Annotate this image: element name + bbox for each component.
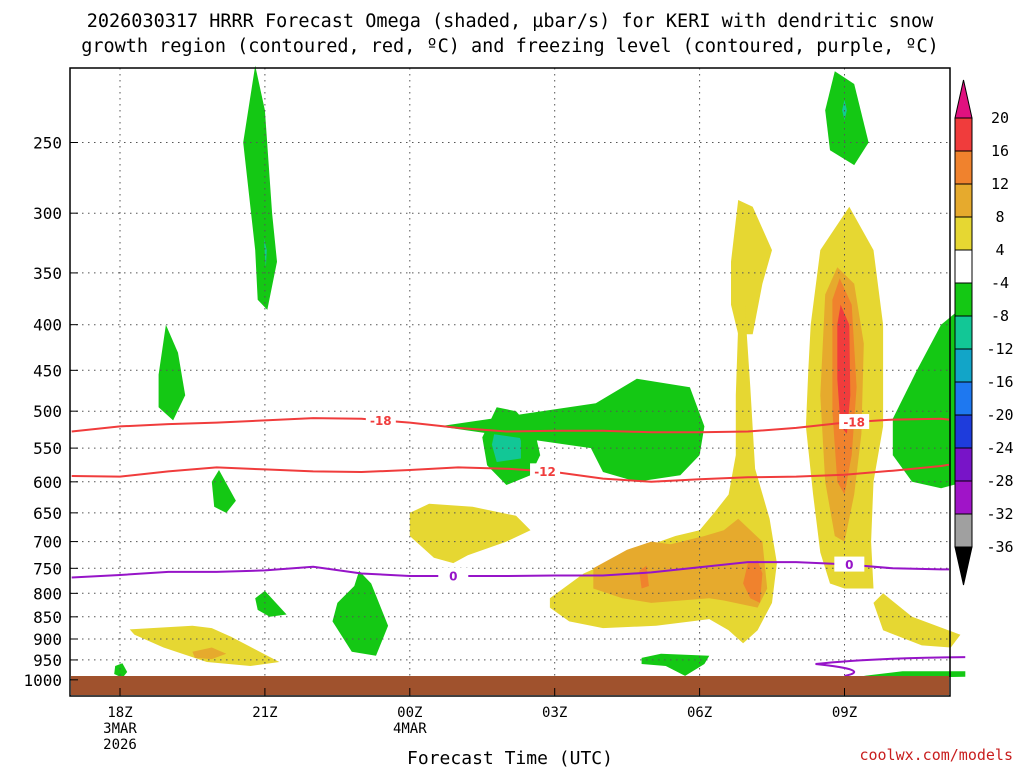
freezing-level-surface-contour — [815, 656, 966, 677]
colorbar-segment — [954, 414, 973, 449]
colorbar-segment — [954, 480, 973, 515]
colorbar-segment — [954, 513, 973, 548]
y-tick-label: 550 — [33, 439, 62, 458]
colorbar-segment — [954, 381, 973, 416]
plot-area — [70, 68, 950, 696]
x-axis-label: Forecast Time (UTC) — [407, 748, 613, 768]
omega-green-09z — [825, 71, 869, 166]
omega-orange-0650z — [743, 560, 763, 603]
colorbar-label: -20 — [986, 406, 1013, 424]
omega-lorange-04z — [593, 518, 768, 608]
colorbar-label: -36 — [986, 538, 1013, 556]
y-tick-label: 400 — [33, 316, 62, 335]
colorbar: 20 16 12 8 4 -4 -8 -12 -16 -20 -24 -28 -32 -36 — [954, 79, 1014, 586]
colorbar-label: -24 — [986, 439, 1013, 457]
credit-text: coolwx.com/models — [859, 746, 1013, 764]
colorbar-segment — [954, 183, 973, 218]
colorbar-label: -16 — [986, 373, 1013, 391]
y-tick-label: 600 — [33, 473, 62, 492]
colorbar-segment — [954, 150, 973, 185]
omega-yellow-10z-low — [873, 593, 961, 648]
contour-label-bg — [839, 414, 870, 430]
omega-yellow-19z-low — [129, 625, 280, 666]
x-tick-label: 03Z — [542, 705, 567, 721]
colorbar-label: -4 — [991, 274, 1009, 292]
y-tick-label: 250 — [33, 134, 62, 153]
x-tick-label: 2026 — [103, 737, 137, 753]
y-tick-label: 350 — [33, 264, 62, 283]
colorbar-segment — [954, 249, 973, 284]
colorbar-top-arrow — [954, 79, 973, 119]
omega-green-18z-sfc — [114, 663, 128, 678]
colorbar-segment — [954, 447, 973, 482]
chart-title-line1: 2026030317 HRRR Forecast Omega (shaded, … — [87, 11, 934, 32]
omega-yellow-0630z-upper — [731, 200, 772, 335]
y-tick-label: 500 — [33, 402, 62, 421]
x-tick-label: 00Z — [397, 705, 422, 721]
omega-red-09z — [837, 304, 851, 434]
colorbar-label: 12 — [991, 175, 1009, 193]
freezing-level-label: 0 — [845, 558, 853, 572]
x-tick-label: 3MAR — [103, 721, 137, 737]
x-tick-label: 4MAR — [393, 721, 427, 737]
contour-layer: -18 -18 -12 0 0 — [71, 412, 966, 677]
dgz-upper-label: -18 — [370, 414, 392, 428]
x-tick-label: 09Z — [832, 705, 857, 721]
y-tick-label: 300 — [33, 204, 62, 223]
omega-yellow-0630z-spike — [740, 304, 751, 449]
omega-lorange-1930z — [192, 647, 227, 660]
colorbar-label: -8 — [991, 307, 1009, 325]
colorbar-segment — [954, 282, 973, 317]
contour-label-bg — [834, 556, 865, 572]
contour-label-bg — [530, 463, 561, 479]
colorbar-label: 4 — [995, 241, 1004, 259]
omega-green-2130z — [255, 590, 287, 617]
plot-frame — [69, 67, 951, 697]
chart-title-line2: growth region (contoured, red, ºC) and f… — [81, 36, 939, 57]
dgz-upper-contour — [71, 417, 950, 434]
colorbar-label: 20 — [991, 109, 1009, 127]
dgz-upper-label: -18 — [843, 416, 865, 430]
colorbar-segment — [954, 216, 973, 251]
omega-green-2250z — [332, 570, 389, 656]
omega-green-19z — [158, 324, 186, 421]
contour-label-bg — [438, 567, 469, 583]
y-tick-label: 950 — [33, 651, 62, 670]
terrain-ground — [71, 676, 949, 695]
freezing-level-label: 0 — [449, 569, 457, 583]
colorbar-label: -12 — [986, 340, 1013, 358]
x-tick-label: 21Z — [252, 705, 277, 721]
omega-green-20z — [211, 470, 236, 513]
colorbar-label: 8 — [995, 208, 1004, 226]
omega-orange-0430z — [639, 565, 649, 589]
dgz-lower-label: -12 — [534, 465, 556, 479]
contour-label-bg — [365, 412, 396, 428]
colorbar-segment — [954, 348, 973, 383]
y-tick-label: 800 — [33, 584, 62, 603]
omega-teal-21z — [263, 238, 267, 268]
y-axis-ticks: 250 300 350 400 450 500 550 600 650 700 750 800 850 9… — [23, 134, 78, 690]
x-tick-label: 18Z — [107, 705, 132, 721]
y-tick-label: 750 — [33, 559, 62, 578]
colorbar-label: -28 — [986, 472, 1013, 490]
omega-green-1045z — [892, 304, 966, 489]
omega-green-21z — [243, 65, 277, 310]
omega-yellow-2330z — [409, 503, 531, 564]
x-tick-label: 06Z — [687, 705, 712, 721]
y-tick-label: 700 — [33, 533, 62, 552]
y-tick-label: 850 — [33, 608, 62, 627]
colorbar-segment — [954, 315, 973, 350]
y-tick-label: 900 — [33, 630, 62, 649]
colorbar-label: -32 — [986, 505, 1013, 523]
y-tick-label: 1000 — [23, 671, 62, 690]
colorbar-segment — [954, 117, 973, 152]
omega-green-05z-sfc — [641, 653, 710, 676]
colorbar-label: 16 — [991, 142, 1009, 160]
y-tick-label: 450 — [33, 361, 62, 380]
colorbar-bottom-arrow — [954, 546, 973, 586]
y-tick-label: 650 — [33, 504, 62, 523]
